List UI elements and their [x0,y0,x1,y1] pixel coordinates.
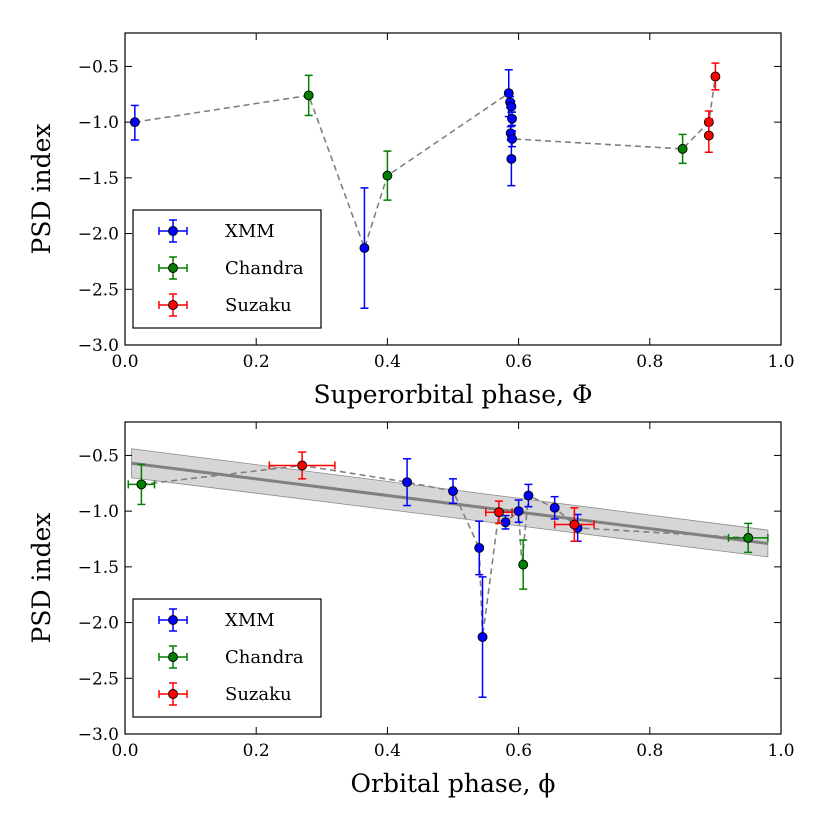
chandra-point [743,532,754,543]
x-tick-label: 0.0 [111,352,138,372]
xmm-point [506,153,517,164]
legend: XMM Chandra Suzaku [132,598,322,718]
x-axis-label: Superorbital phase, Φ [314,380,593,409]
plot-frame [124,421,782,735]
xmm-point [448,486,458,497]
plot-frame [124,32,782,346]
x-tick-label: 0.8 [636,352,663,372]
suzaku-point [710,71,721,82]
xmm-point [477,632,488,643]
x-tick-label: 0.8 [636,741,663,761]
legend: XMM Chandra Suzaku [132,209,322,329]
y-tick-label: −2.5 [78,280,119,300]
xmm-point [549,502,560,513]
x-tick-label: 1.0 [767,352,794,372]
xmm-point [507,113,517,124]
y-tick-label: −2.0 [78,614,119,634]
x-tick-label: 0.0 [111,741,138,761]
legend-suzaku-label: Suzaku [225,684,292,705]
top-panel-superorbital: 0.0 0.2 0.4 0.6 0.8 1.0 −3.0 −2.5 −2.0 −1.5 −1.0 −0… [27,32,795,409]
xmm-point [506,101,517,112]
y-axis-label: PSD index [27,124,56,255]
legend-chandra-marker [168,652,178,662]
y-tick-label: −0.5 [78,57,119,77]
x-tick-label: 1.0 [767,741,794,761]
legend-box [132,209,322,329]
x-tick-label: 0.6 [505,352,532,372]
legend-xmm-marker [168,226,178,236]
chandra-point [518,559,529,570]
legend-xmm-label: XMM [225,221,275,242]
legend-xmm-marker [168,615,178,625]
legend-chandra-label: Chandra [225,258,304,279]
suzaku-point [703,130,714,141]
suzaku-point [493,507,504,518]
y-tick-label: −3.0 [78,336,119,356]
chandra-point [136,479,147,490]
x-tick-label: 0.4 [374,352,401,372]
legend-xmm-label: XMM [225,610,275,631]
suzaku-point [297,460,308,471]
y-tick-label: −1.5 [78,558,119,578]
chandra-point [303,90,314,101]
bottom-panel-orbital: 0.0 0.2 0.4 0.6 0.8 1.0 −3.0 −2.5 −2.0 −1.5 −1.0 −0… [27,421,795,798]
legend-chandra-marker [168,263,178,273]
legend-box [132,598,322,718]
xmm-point [500,517,511,528]
xmm-point [523,490,534,501]
chandra-point [382,170,393,181]
legend-chandra-label: Chandra [225,647,304,668]
x-tick-label: 0.2 [243,352,270,372]
xmm-point [513,506,524,517]
legend-suzaku-marker [168,689,178,699]
legend-suzaku-label: Suzaku [225,295,292,316]
xmm-point [359,243,370,254]
x-tick-label: 0.2 [243,741,270,761]
suzaku-point [569,519,580,530]
y-tick-label: −3.0 [78,725,119,745]
legend-suzaku-marker [168,300,178,310]
x-tick-label: 0.6 [505,741,532,761]
xmm-point [402,477,413,488]
x-axis-label: Orbital phase, ϕ [351,769,556,798]
y-axis-label: PSD index [27,513,56,644]
chandra-point [677,143,688,154]
xmm-point [474,542,485,553]
y-tick-label: −1.5 [78,169,119,189]
y-tick-label: −1.0 [78,113,119,133]
y-tick-label: −2.5 [78,669,119,689]
y-tick-label: −2.0 [78,225,119,245]
y-tick-label: −0.5 [78,446,119,466]
y-tick-label: −1.0 [78,502,119,522]
x-tick-label: 0.4 [374,741,401,761]
